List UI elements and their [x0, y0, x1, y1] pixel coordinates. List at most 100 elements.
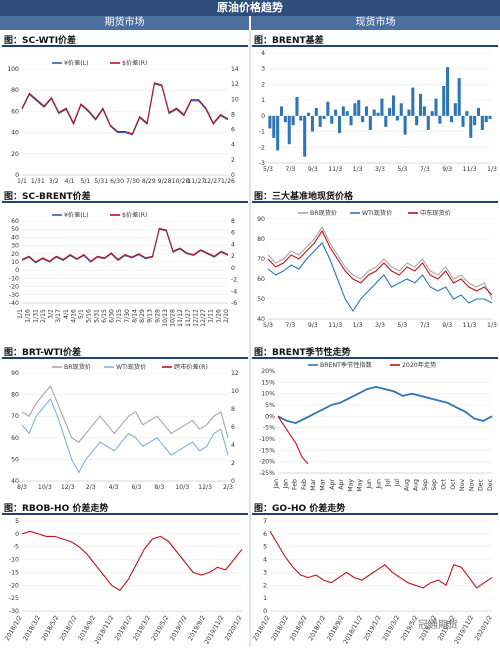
y-tick-label: 80 — [11, 392, 19, 399]
legend-label: 2020年走势 — [402, 361, 436, 369]
x-tick-label: 11/3 — [463, 322, 477, 329]
y-tick-label-right: 14 — [231, 66, 239, 73]
y-tick-label-right: -2 — [231, 277, 237, 284]
watermark: 冠通期货 — [418, 620, 458, 631]
legend-label: BR现货价 — [310, 209, 337, 217]
y-tick-label: -10 — [9, 557, 19, 564]
y-tick-label: -20 — [9, 582, 19, 589]
y-tick-label: 1 — [261, 97, 265, 104]
x-tick-label: 4/1 — [63, 309, 70, 319]
x-tick-label: 12/27 — [203, 178, 221, 185]
x-tick-label: 6/30 — [110, 178, 124, 185]
x-tick-label: 2019/1/2 — [114, 614, 134, 642]
bar — [403, 115, 407, 135]
chart-rbob-ho: -30-25-20-15-10-5052018/1/22018/3/22018/… — [4, 518, 244, 645]
legend-label: 中东现货价 — [420, 209, 451, 217]
x-tick-label: 7/3 — [285, 166, 295, 173]
x-tick-label: Jun — [366, 479, 373, 490]
y-tick-label: -30 — [9, 292, 19, 299]
y-tick-label: -5 — [13, 544, 19, 551]
series-line — [21, 397, 229, 474]
y-tick-label: 10 — [11, 259, 19, 266]
bar — [291, 115, 295, 126]
bar — [395, 115, 399, 121]
y-tick-label-right: 6 — [231, 424, 235, 431]
x-tick-label: 1/1 — [17, 309, 24, 319]
x-tick-label: 3/3 — [375, 322, 385, 329]
x-tick-label: 2018/5/2 — [40, 614, 60, 642]
y-tick-label: 3 — [261, 66, 265, 73]
y-tick-label-right: 6 — [231, 230, 235, 237]
y-tick-label: 0 — [261, 113, 265, 120]
section-futures: 期货市场 — [0, 16, 249, 30]
y-tick-label: 2 — [261, 81, 265, 88]
bar — [426, 115, 430, 130]
bar — [419, 93, 423, 116]
x-tick-label: 9/3 — [308, 322, 318, 329]
y-tick-label: 0 — [15, 172, 19, 179]
y-tick-label: -10 — [9, 275, 19, 282]
x-tick-label: 12/12 — [192, 309, 199, 327]
x-tick-label: 8/3 — [17, 484, 27, 491]
y-tick-label: -1 — [259, 129, 265, 136]
y-tick-label: 40 — [11, 234, 19, 241]
bar — [473, 115, 477, 126]
chart-brent-seasonal: -25%-20%-15%-10%-5%0%5%10%15%20%Jan Jan Fe… — [259, 361, 494, 492]
x-tick-label: Jul — [394, 479, 401, 488]
x-tick-label: 2019/3/2 — [132, 614, 152, 642]
x-tick-label: 2018/9/2 — [77, 614, 97, 642]
y-tick-label: 5 — [15, 518, 19, 525]
title-underline — [2, 45, 248, 47]
y-tick-label: -30 — [9, 608, 19, 615]
legend-label: BRENT季节性指数 — [320, 361, 373, 369]
panel-title: 图：SC-WTI价差 — [4, 36, 77, 46]
chart-spot-prices: 40 50 60 70 80 90 5/3 7/3 9/3 11/3 1/3 3/3 5/3 7/3 9/3… — [257, 209, 497, 329]
y-tick-label: 30 — [11, 243, 19, 250]
y-tick-label-right: 0 — [231, 478, 235, 485]
title-underline — [252, 45, 498, 47]
y-tick-label-right: 2 — [231, 157, 235, 164]
bar — [384, 115, 388, 127]
y-tick-label-right: 12 — [231, 370, 239, 377]
y-tick-label: 20% — [261, 368, 275, 375]
legend-label: BR现货价 — [64, 363, 91, 371]
x-tick-label: 9/28 — [154, 309, 161, 323]
y-tick-label: 50 — [257, 296, 265, 303]
bar — [353, 103, 357, 116]
x-tick-label: Mar — [310, 479, 317, 491]
x-tick-label: 1/26 — [221, 178, 235, 185]
x-tick-label: 9/3 — [442, 322, 452, 329]
x-tick-label: 2018/1/2 — [252, 614, 272, 642]
x-tick-label: 3/2 — [48, 309, 55, 319]
x-tick-label: 5/31 — [94, 178, 108, 185]
x-tick-label: 3/2 — [49, 178, 59, 185]
x-tick-label: Aug — [403, 479, 410, 491]
series-line — [21, 384, 229, 443]
chart-brt-wti: 40 50 60 70 80 90 0 2 4 6 8 10 12 8/3 10/3 12/3 2/3 4/3 6/… — [11, 363, 239, 491]
title-underline — [2, 513, 248, 515]
x-tick-label: 5/3 — [263, 322, 273, 329]
y-tick-label: 40 — [11, 130, 19, 137]
x-tick-label: Apr — [338, 479, 345, 490]
y-tick-label: 1 — [263, 595, 267, 602]
x-tick-label: 2019/1/2 — [363, 614, 383, 642]
bar — [314, 108, 318, 116]
bar — [434, 98, 438, 116]
x-tick-label: Jun — [375, 479, 382, 490]
y-tick-label: 7 — [263, 518, 267, 525]
x-tick-label: 9/3 — [442, 166, 452, 173]
bar — [322, 115, 326, 119]
bar — [484, 115, 488, 123]
x-tick-label: Dec — [478, 478, 485, 491]
x-tick-label: Jan — [282, 479, 289, 490]
y-tick-label: 0 — [263, 608, 267, 615]
x-tick-label: 5/3 — [397, 322, 407, 329]
bar — [276, 115, 280, 151]
x-tick-label: 9/28 — [158, 178, 172, 185]
series-line — [21, 530, 243, 592]
x-tick-label: 11/3 — [328, 322, 342, 329]
y-tick-label: 15% — [261, 379, 275, 386]
x-tick-label: 3/17 — [55, 309, 62, 323]
series-line — [277, 385, 493, 425]
panel-go-ho: 图：GO-HO 价差走势 0 1 2 3 4 5 6 7 2018/1/2 2018/3/2 201… — [252, 500, 498, 654]
